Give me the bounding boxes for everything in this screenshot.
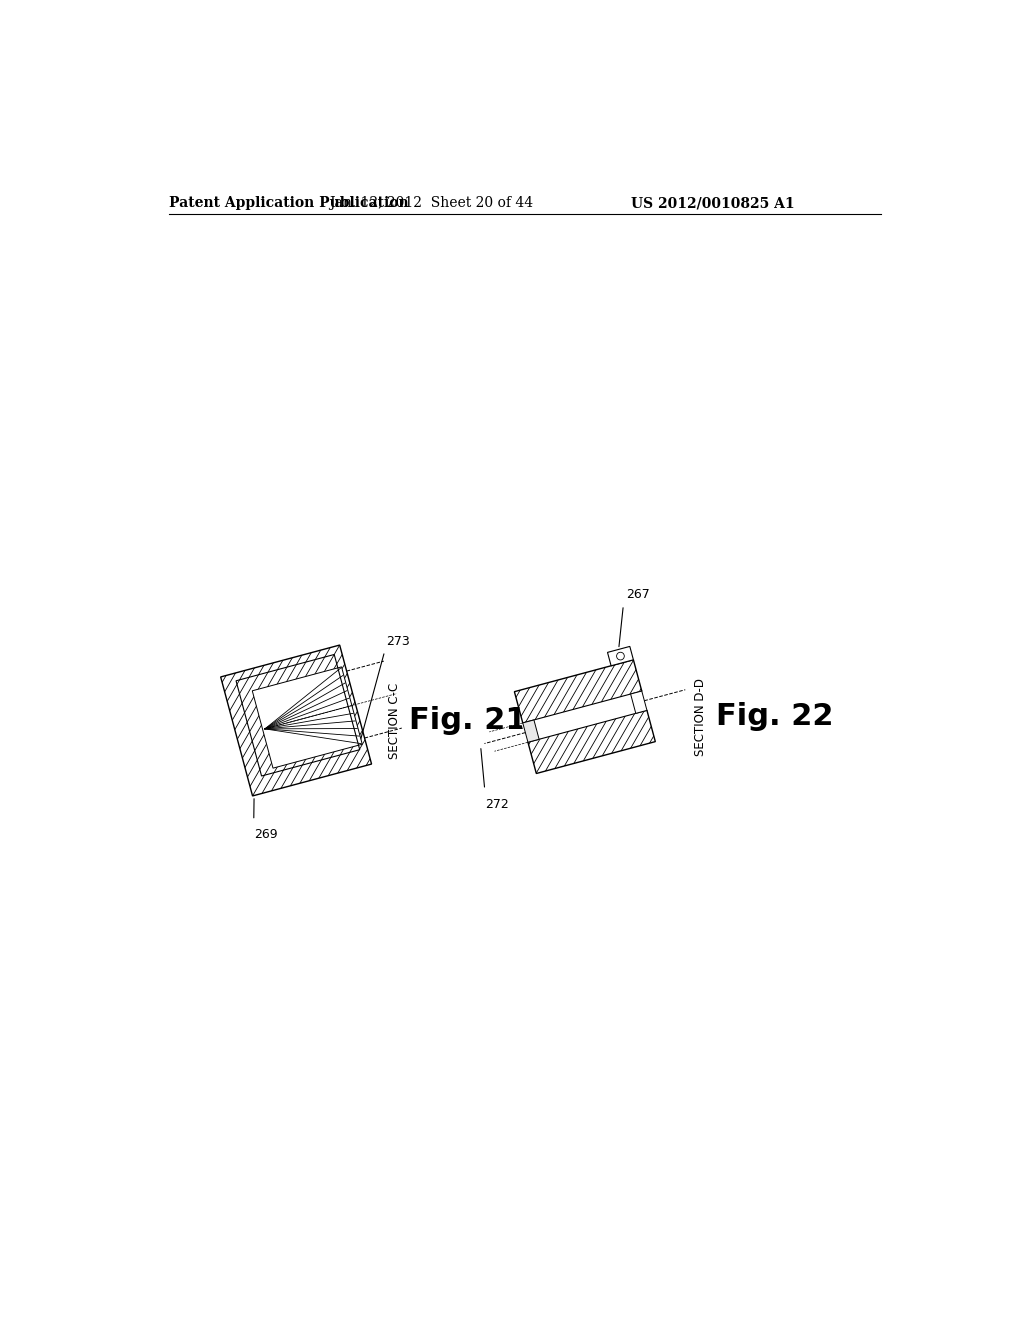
Text: SECTION D-D: SECTION D-D (694, 677, 707, 755)
Text: 269: 269 (254, 829, 278, 841)
Text: SECTION C-C: SECTION C-C (388, 682, 401, 759)
Text: 267: 267 (626, 589, 649, 601)
Text: Fig. 21: Fig. 21 (410, 706, 527, 735)
Text: 273: 273 (386, 635, 410, 648)
Text: 272: 272 (484, 797, 509, 810)
Polygon shape (521, 690, 648, 743)
Polygon shape (523, 719, 539, 742)
Text: Fig. 22: Fig. 22 (716, 702, 834, 731)
Polygon shape (220, 645, 372, 796)
Circle shape (616, 652, 625, 660)
Polygon shape (607, 647, 634, 665)
Polygon shape (252, 667, 362, 768)
Text: US 2012/0010825 A1: US 2012/0010825 A1 (631, 197, 795, 210)
Polygon shape (514, 660, 655, 774)
Polygon shape (631, 692, 647, 713)
Text: Patent Application Publication: Patent Application Publication (169, 197, 409, 210)
Text: Jan. 12, 2012  Sheet 20 of 44: Jan. 12, 2012 Sheet 20 of 44 (329, 197, 532, 210)
